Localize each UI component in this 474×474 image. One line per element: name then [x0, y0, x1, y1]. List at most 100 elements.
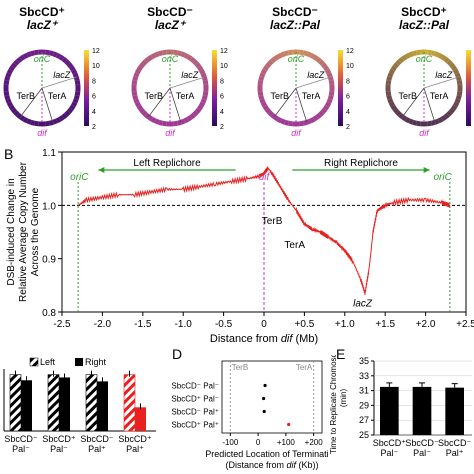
- circle3-ring-segment: [299, 49, 305, 56]
- circle1-ring-segment: [48, 50, 54, 57]
- circle4-ring-segment: [456, 91, 463, 97]
- circle4-ring-segment: [398, 112, 405, 120]
- circle1-ring-segment: [64, 59, 71, 66]
- y-axis-label: Across the Genome: [30, 187, 41, 276]
- panel-b-chart: 0.8 0.9 1.0 1.1 -2.5 -2.0 -1.5 -1.0 -0.5 0 +0.5 +1.…: [6, 148, 474, 345]
- category-label-line1: SbcCD⁺: [118, 434, 152, 444]
- circle1-ring-segment: [72, 72, 79, 78]
- right-replichore-arrowhead: [423, 167, 430, 173]
- circle1-oric-label: oriC: [34, 54, 51, 64]
- bar-left: [47, 374, 60, 432]
- circle3-ring-segment: [273, 54, 280, 61]
- circle2-colorbar-tick: 4: [220, 109, 224, 116]
- circle1-colorbar-tick: 6: [92, 94, 96, 101]
- circle4-ring-segment: [412, 119, 418, 126]
- circle1-ring-segment: [33, 49, 39, 56]
- circle4-ring-segment: [434, 51, 440, 58]
- termination-point: [263, 383, 267, 388]
- circle1-ring-segment: [45, 120, 51, 127]
- circle1-ring-segment: [70, 68, 78, 75]
- circle3-ring-segment: [276, 116, 283, 124]
- circle3-ring-segment: [260, 68, 268, 75]
- circle2-ring-segment: [154, 51, 160, 58]
- left-replichore-label: Left Replichore: [133, 158, 201, 169]
- circle1-colorbar-tick: 12: [92, 48, 100, 55]
- circle3-ring-segment: [312, 115, 319, 122]
- circle3-ring-segment: [302, 119, 308, 126]
- circle1-ring-segment: [70, 101, 78, 108]
- circle4-ring-segment: [404, 116, 411, 124]
- circle1-tera-line: [41, 87, 54, 123]
- circle3-ring-segment: [324, 68, 332, 75]
- x-tick-label: -100: [222, 438, 239, 447]
- circle3-ring-segment: [327, 94, 334, 100]
- circle3-ring-segment: [323, 104, 330, 111]
- circle2-ring-segment: [136, 65, 143, 72]
- circle3-ring-segment: [323, 65, 330, 72]
- y-axis-label: DSB-induced Change in: [6, 178, 17, 285]
- category-label-line1: SbcCD⁻: [438, 438, 472, 448]
- circle3-ring-segment: [262, 65, 269, 72]
- circle2-ring-segment: [134, 101, 142, 108]
- circle2-ring-segment: [154, 118, 160, 125]
- circle4-ring-segment: [452, 68, 460, 75]
- circle2-colorbar-tick: 10: [220, 63, 228, 70]
- circle4-ring-segment: [430, 119, 436, 126]
- circle4-ring-segment: [446, 59, 453, 66]
- circle4-title-line1: SbcCD⁺: [401, 5, 447, 19]
- circle4-ring-segment: [388, 101, 396, 108]
- y-tick-label: 29: [359, 400, 369, 410]
- circle1-ring-segment: [30, 119, 36, 126]
- circle1-ring-segment: [52, 118, 58, 125]
- category-label-line1: SbcCD⁻: [405, 438, 439, 448]
- y-tick-label: 25: [359, 430, 369, 440]
- y-tick-label: 33: [359, 371, 369, 381]
- circle3-ring-segment: [306, 51, 312, 58]
- circle3-colorbar-tick: 4: [346, 109, 350, 116]
- circle4-oric-label: oriC: [416, 54, 433, 64]
- circle2-ring-segment: [200, 98, 207, 104]
- x-axis-label: Distance from dif (Mb): [210, 333, 318, 345]
- circle1-dif-label: dif: [37, 128, 48, 138]
- y-tick-label: 0.8: [42, 308, 56, 319]
- circle3-ring-segment: [315, 56, 322, 64]
- circle2-lacz-label: lacZ: [181, 70, 199, 80]
- circle2-ring-segment: [161, 120, 167, 127]
- circle1-ring-segment: [66, 107, 74, 114]
- x-tick-label: +1.5: [375, 319, 395, 330]
- circle2-ring-segment: [141, 110, 148, 117]
- circle1-terb-line: [20, 87, 43, 118]
- circle4-terb-line: [402, 87, 425, 118]
- circle3-ring-segment: [299, 120, 305, 127]
- lacz-annotation: lacZ: [353, 299, 373, 310]
- circle2-tera-label: TerA: [176, 91, 195, 101]
- circle1-ring-segment: [30, 50, 36, 57]
- circle4-ring-segment: [387, 98, 394, 104]
- x-tick-label: 0: [261, 319, 267, 330]
- circle2-colorbar: [212, 50, 217, 126]
- circle1-lacz-label: lacZ: [53, 70, 71, 80]
- circle1-title: SbcCD⁺ lacZ⁺: [2, 6, 82, 32]
- circle4-ring-segment: [392, 62, 400, 69]
- oric-label: oriC: [70, 172, 89, 183]
- tera-region-label: TerA: [296, 363, 313, 372]
- circle4-ring-segment: [388, 68, 396, 75]
- circle3-terb-line: [274, 87, 297, 118]
- circle3-ring-segment: [328, 79, 335, 85]
- circle2-ring-segment: [150, 116, 157, 124]
- circle1-tera-label: TerA: [48, 91, 67, 101]
- circle3-ring-segment: [287, 120, 293, 127]
- circle2-ring-segment: [133, 98, 140, 104]
- circle4-tera-line: [423, 87, 436, 123]
- y-tick-label: 1.1: [42, 148, 56, 159]
- circle4-ring-segment: [385, 91, 392, 97]
- row-label: SbcCD⁻ Pal⁻: [171, 382, 219, 391]
- circle3-ring-segment: [258, 94, 265, 100]
- circle4-ring-segment: [452, 101, 460, 108]
- circle3-ring-segment: [264, 62, 272, 69]
- circle1-ring-segment: [73, 76, 80, 82]
- circle4-ring-segment: [401, 115, 408, 122]
- circle4-ring-segment: [437, 52, 444, 60]
- circle4-ring-segment: [437, 116, 444, 124]
- circle4-ring-segment: [443, 56, 450, 64]
